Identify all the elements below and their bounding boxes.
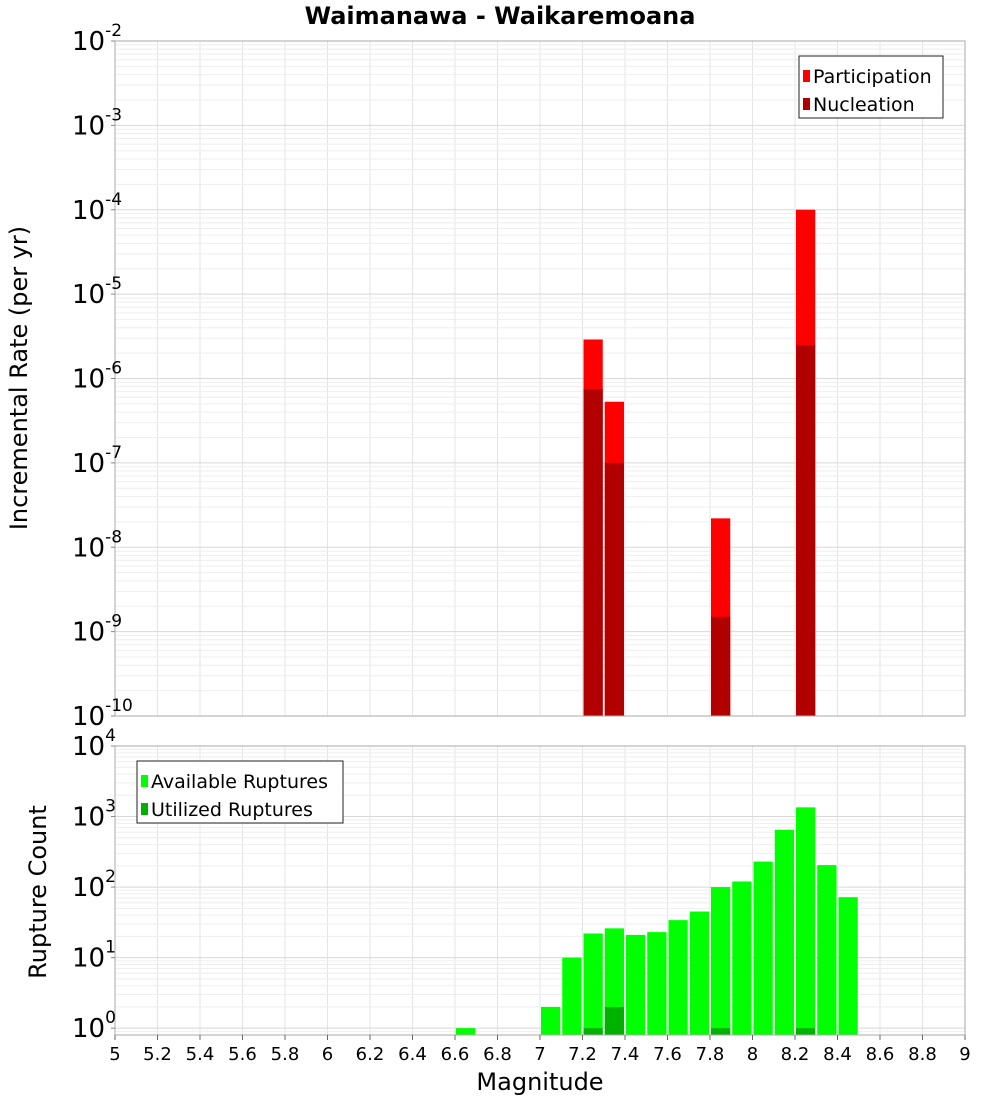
bar-series1 (456, 1028, 476, 1035)
y-tick-label: 101 (72, 938, 116, 974)
bar-series1 (541, 1006, 561, 1035)
legend-swatch (141, 775, 148, 787)
bars (456, 807, 858, 1035)
bar-series1 (562, 957, 582, 1035)
bar-series1 (774, 829, 794, 1035)
y-tick-label: 10-8 (72, 527, 122, 563)
x-tick-label: 7.6 (653, 1044, 682, 1065)
x-tick-label: 6.8 (483, 1044, 512, 1065)
bottom-y-axis-label: Rupture Count (24, 805, 52, 979)
x-tick-label: 8.4 (823, 1044, 852, 1065)
x-tick-label: 6.4 (398, 1044, 427, 1065)
bar-series2 (604, 462, 624, 716)
y-tick-label: 10-5 (72, 274, 122, 310)
incremental-rate-panel: 10-2 10-3 10-4 10-5 10-6 10-7 10-8 10-9 10-10 Par… (72, 21, 966, 732)
x-tick-label: 7.4 (611, 1044, 640, 1065)
y-tick-label: 10-6 (72, 359, 122, 395)
y-tick-label: 10-9 (72, 612, 122, 648)
x-tick-label: 5.2 (143, 1044, 172, 1065)
y-tick-label: 100 (72, 1008, 116, 1044)
y-tick-label: 10-2 (72, 21, 122, 57)
x-tick-label: 8.6 (866, 1044, 895, 1065)
x-tick-label: 7.2 (568, 1044, 597, 1065)
legend-box (136, 760, 344, 824)
bar-series1 (732, 881, 752, 1035)
legend-label: Available Ruptures (151, 771, 328, 793)
legend-swatch (141, 803, 148, 815)
bars (583, 209, 816, 716)
top-y-axis-label: Incremental Rate (per yr) (5, 226, 33, 530)
legend-label: Participation (813, 66, 932, 88)
x-tick-label: 6 (322, 1044, 333, 1065)
bar-series1 (753, 861, 773, 1035)
legend: Participation Nucleation (798, 55, 944, 119)
bar-series2 (583, 1028, 603, 1035)
bar-series2 (796, 1028, 816, 1035)
legend-box (798, 55, 944, 119)
x-tick-label: 7 (534, 1044, 545, 1065)
legend-swatch (803, 98, 810, 110)
y-tick-label: 10-10 (72, 696, 133, 732)
x-tick-label: 5 (109, 1044, 120, 1065)
bar-series1 (626, 934, 646, 1035)
legend: Available Ruptures Utilized Ruptures (136, 760, 344, 824)
legend-swatch (803, 70, 810, 82)
x-axis-label: Magnitude (476, 1068, 603, 1096)
y-tick-label: 103 (72, 797, 116, 833)
legend-label: Utilized Ruptures (151, 799, 313, 821)
bar-series1 (711, 887, 731, 1035)
bar-series2 (583, 389, 603, 716)
x-tick-label: 5.4 (186, 1044, 215, 1065)
x-tick-label: 9 (959, 1044, 970, 1065)
bar-series2 (711, 616, 731, 716)
bar-series2 (796, 344, 816, 716)
y-tick-label: 10-4 (72, 190, 122, 226)
x-tick-label: 5.8 (271, 1044, 300, 1065)
legend-label: Nucleation (813, 94, 915, 116)
bar-series1 (796, 807, 816, 1035)
bar-series1 (583, 933, 603, 1035)
y-tick-label: 102 (72, 867, 116, 903)
x-tick-label: 5.6 (228, 1044, 257, 1065)
y-tick-label: 10-3 (72, 105, 122, 141)
bar-series2 (711, 1028, 731, 1035)
bar-series1 (647, 932, 667, 1035)
y-tick-label: 10-7 (72, 443, 122, 479)
bar-series1 (838, 897, 858, 1035)
y-tick-label: 104 (72, 726, 116, 762)
x-tick-label: 7.8 (696, 1044, 725, 1065)
bar-series1 (817, 865, 837, 1035)
x-tick-label: 8.8 (908, 1044, 937, 1065)
x-tick-label: 6.2 (356, 1044, 385, 1065)
bar-series1 (668, 920, 688, 1035)
grid (114, 40, 966, 717)
x-tick-label: 8.2 (781, 1044, 810, 1065)
bar-series1 (689, 911, 709, 1035)
chart-title: Waimanawa - Waikaremoana (305, 2, 696, 30)
bar-series2 (604, 1006, 624, 1035)
x-tick-label: 8 (747, 1044, 758, 1065)
x-tick-label: 6.6 (441, 1044, 470, 1065)
